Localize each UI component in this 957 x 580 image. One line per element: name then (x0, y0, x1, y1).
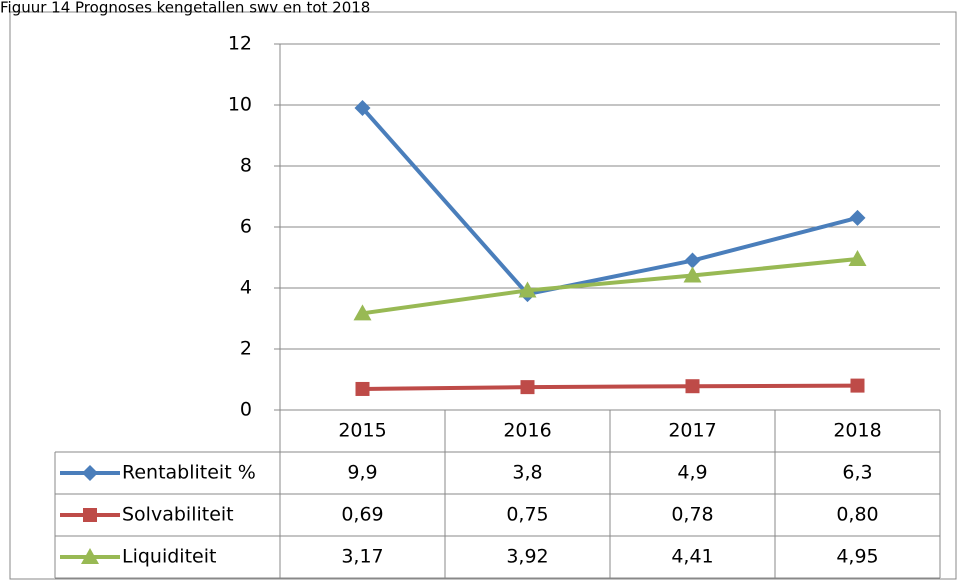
y-tick-label: 0 (240, 399, 252, 421)
table-value: 3,92 (506, 546, 548, 568)
y-tick-label: 4 (240, 277, 252, 299)
x-tick-label: 2016 (503, 420, 551, 442)
series-line (362, 383, 858, 391)
marker (83, 508, 97, 522)
marker (355, 381, 370, 396)
marker (354, 100, 371, 117)
table-value: 0,78 (671, 504, 713, 526)
marker (850, 378, 865, 393)
x-tick-label: 2015 (338, 420, 386, 442)
table-value: 0,80 (836, 504, 878, 526)
y-tick-label: 8 (240, 155, 252, 177)
table-value: 4,41 (671, 546, 713, 568)
marker (518, 281, 537, 298)
chart-title: Figuur 14 Prognoses kengetallen swv en t… (0, 0, 370, 17)
marker (685, 379, 700, 394)
y-tick-label: 10 (228, 94, 252, 116)
marker (849, 209, 866, 226)
marker (81, 548, 99, 564)
y-tick-label: 12 (228, 33, 252, 55)
marker (520, 380, 535, 395)
legend-label: Rentabliteit % (122, 462, 256, 484)
table-value: 0,69 (341, 504, 383, 526)
table-value: 0,75 (506, 504, 548, 526)
x-tick-label: 2018 (833, 420, 881, 442)
y-tick-label: 6 (240, 216, 252, 238)
chart-frame (9, 11, 957, 580)
marker (684, 252, 701, 269)
x-tick-label: 2017 (668, 420, 716, 442)
table-value: 9,9 (347, 462, 377, 484)
legend-label: Liquiditeit (122, 546, 216, 568)
marker (683, 266, 702, 283)
y-tick-label: 2 (240, 338, 252, 360)
table-value: 4,9 (677, 462, 707, 484)
marker (848, 250, 867, 267)
table-value: 3,8 (512, 462, 542, 484)
table-value: 3,17 (341, 546, 383, 568)
marker (353, 304, 372, 321)
legend-label: Solvabiliteit (122, 504, 234, 526)
marker (82, 465, 98, 481)
series-line (362, 257, 858, 316)
series-line (361, 106, 859, 297)
table-value: 4,95 (836, 546, 878, 568)
table-value: 6,3 (842, 462, 872, 484)
